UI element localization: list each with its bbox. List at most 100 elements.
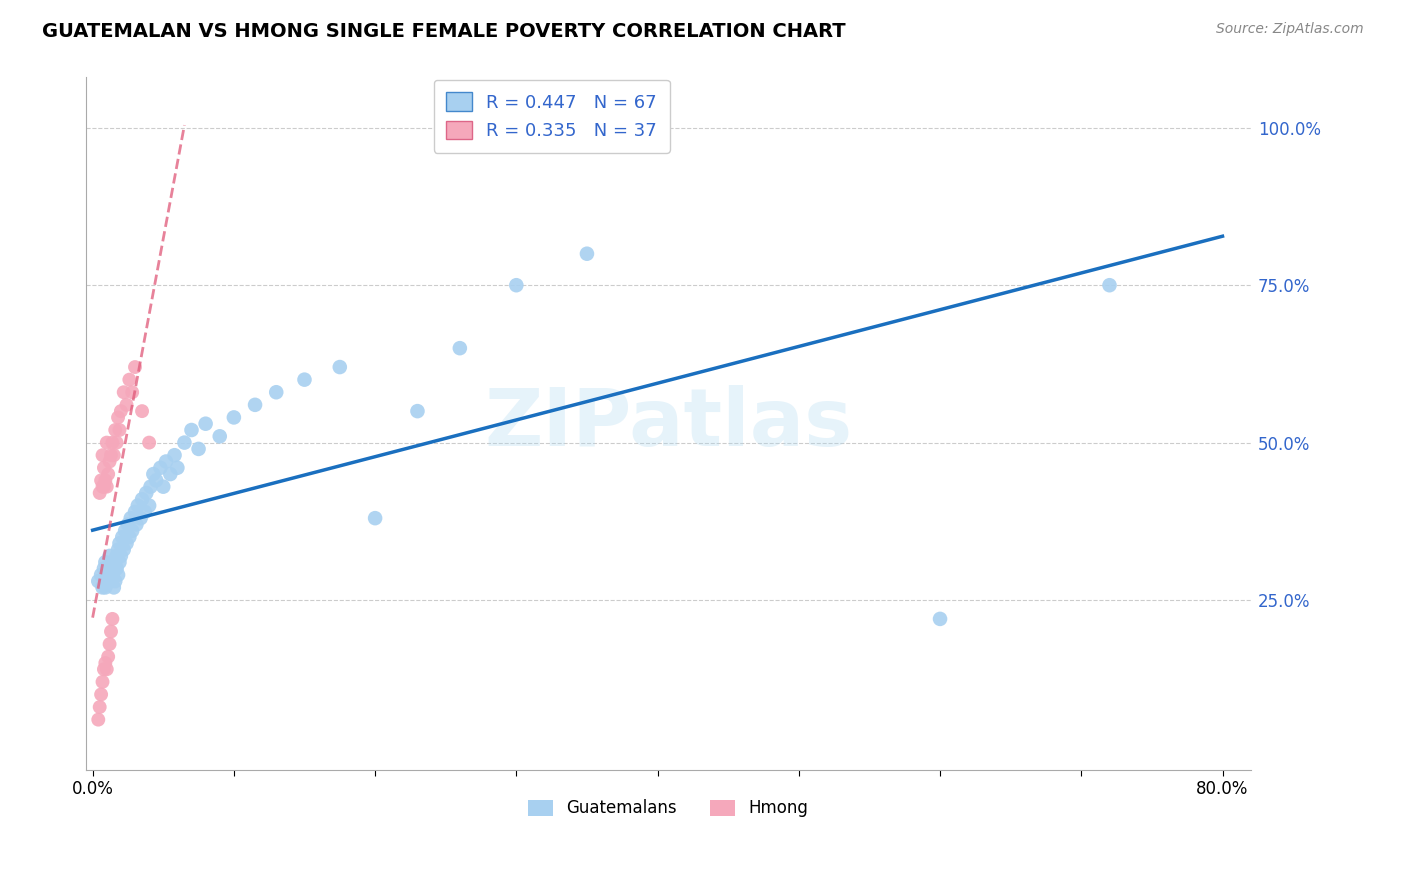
Point: [134, 505, 156, 519]
Point: [105, 549, 128, 563]
Point: [110, 549, 132, 563]
Point: [108, 423, 131, 437]
Point: [104, 555, 127, 569]
Point: [90, 567, 112, 582]
Point: [118, 530, 141, 544]
Point: [107, 410, 129, 425]
Point: [117, 517, 139, 532]
Point: [100, 561, 122, 575]
Point: [89, 700, 111, 714]
Point: [222, 410, 245, 425]
Point: [243, 398, 266, 412]
Point: [103, 561, 125, 575]
Text: Source: ZipAtlas.com: Source: ZipAtlas.com: [1216, 22, 1364, 37]
Legend: Guatemalans, Hmong: Guatemalans, Hmong: [522, 793, 815, 824]
Point: [294, 373, 316, 387]
Point: [138, 435, 160, 450]
Point: [112, 385, 135, 400]
Point: [120, 511, 142, 525]
Point: [187, 442, 209, 456]
Point: [135, 486, 157, 500]
Point: [121, 524, 143, 538]
Point: [155, 454, 177, 468]
Point: [94, 656, 117, 670]
Point: [101, 567, 124, 582]
Point: [364, 511, 387, 525]
Point: [208, 429, 231, 443]
Point: [112, 542, 135, 557]
Point: [93, 480, 115, 494]
Point: [98, 549, 121, 563]
Point: [406, 404, 429, 418]
Point: [118, 373, 141, 387]
Point: [96, 574, 118, 588]
Point: [94, 581, 117, 595]
Point: [129, 511, 152, 525]
Point: [138, 499, 160, 513]
Point: [107, 567, 129, 582]
Point: [100, 574, 122, 588]
Point: [159, 467, 181, 481]
Point: [505, 278, 527, 293]
Point: [114, 524, 136, 538]
Point: [163, 448, 186, 462]
Text: ZIPatlas: ZIPatlas: [484, 384, 852, 463]
Point: [91, 448, 114, 462]
Point: [139, 480, 162, 494]
Point: [97, 649, 120, 664]
Point: [115, 536, 138, 550]
Point: [96, 480, 118, 494]
Point: [96, 435, 118, 450]
Point: [127, 499, 149, 513]
Point: [108, 536, 131, 550]
Point: [1098, 278, 1121, 293]
Point: [449, 341, 471, 355]
Point: [125, 517, 148, 532]
Point: [103, 448, 125, 462]
Point: [152, 480, 174, 494]
Point: [98, 637, 121, 651]
Point: [97, 561, 120, 575]
Point: [194, 417, 217, 431]
Point: [124, 505, 146, 519]
Point: [91, 581, 114, 595]
Point: [93, 662, 115, 676]
Point: [131, 492, 153, 507]
Point: [98, 454, 121, 468]
Point: [90, 474, 112, 488]
Point: [87, 574, 110, 588]
Point: [111, 530, 134, 544]
Point: [101, 555, 124, 569]
Point: [97, 467, 120, 481]
Point: [180, 423, 202, 437]
Point: [96, 662, 118, 676]
Point: [93, 561, 115, 575]
Point: [91, 674, 114, 689]
Point: [101, 612, 124, 626]
Point: [94, 555, 117, 569]
Point: [100, 448, 122, 462]
Point: [149, 460, 172, 475]
Point: [329, 359, 352, 374]
Point: [104, 423, 127, 437]
Point: [115, 398, 138, 412]
Point: [107, 542, 129, 557]
Point: [90, 688, 112, 702]
Point: [94, 474, 117, 488]
Point: [93, 460, 115, 475]
Point: [98, 567, 121, 582]
Point: [173, 435, 195, 450]
Point: [575, 246, 598, 260]
Point: [87, 713, 110, 727]
Point: [166, 460, 188, 475]
Point: [929, 612, 952, 626]
Point: [91, 480, 114, 494]
Point: [103, 581, 125, 595]
Point: [105, 561, 128, 575]
Point: [89, 486, 111, 500]
Point: [104, 574, 127, 588]
Point: [145, 474, 167, 488]
Point: [101, 435, 124, 450]
Point: [124, 359, 146, 374]
Point: [142, 467, 165, 481]
